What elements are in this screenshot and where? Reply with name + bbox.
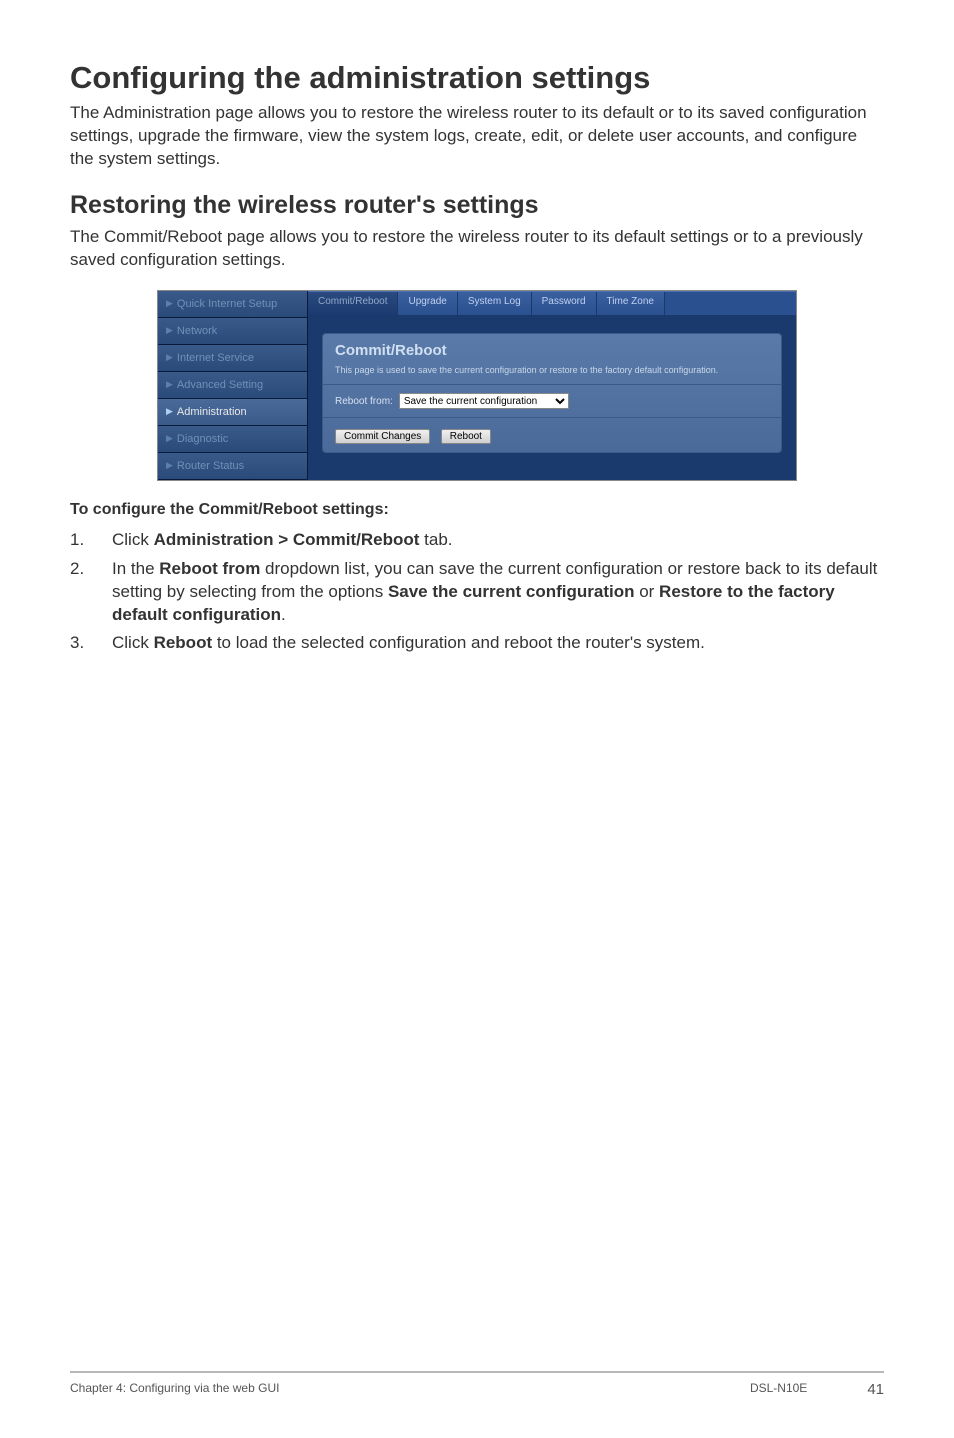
- tab-password[interactable]: Password: [532, 292, 597, 315]
- sidebar-item-administration[interactable]: ▶ Administration: [158, 399, 307, 426]
- tab-upgrade[interactable]: Upgrade: [398, 292, 457, 315]
- step-bold: Save the current configuration: [388, 582, 635, 601]
- tab-time-zone[interactable]: Time Zone: [597, 292, 665, 315]
- arrow-icon: ▶: [166, 460, 173, 471]
- sidebar-label: Administration: [177, 406, 247, 418]
- reboot-from-select[interactable]: Save the current configuration: [399, 393, 569, 409]
- step-text: to load the selected configuration and r…: [212, 633, 705, 652]
- steps-list: Click Administration > Commit/Reboot tab…: [70, 529, 884, 656]
- panel-description: This page is used to save the current co…: [323, 363, 781, 386]
- steps-heading: To configure the Commit/Reboot settings:: [70, 501, 884, 519]
- page-title: Configuring the administration settings: [70, 60, 884, 96]
- sidebar-label: Internet Service: [177, 352, 254, 364]
- sidebar-label: Advanced Setting: [177, 379, 263, 391]
- arrow-icon: ▶: [166, 406, 173, 417]
- arrow-icon: ▶: [166, 379, 173, 390]
- panel-title: Commit/Reboot: [323, 334, 781, 363]
- step-text: Click: [112, 530, 154, 549]
- reboot-from-label: Reboot from:: [335, 396, 393, 407]
- step-text: tab.: [419, 530, 452, 549]
- footer-model: DSL-N10E: [750, 1381, 807, 1398]
- arrow-icon: ▶: [166, 325, 173, 336]
- sidebar-label: Quick Internet Setup: [177, 298, 277, 310]
- step-3: Click Reboot to load the selected config…: [70, 632, 884, 655]
- arrow-icon: ▶: [166, 352, 173, 363]
- sidebar-item-network[interactable]: ▶ Network: [158, 318, 307, 345]
- section-heading: Restoring the wireless router's settings: [70, 191, 884, 220]
- tabs: Commit/Reboot Upgrade System Log Passwor…: [308, 291, 796, 315]
- commit-changes-button[interactable]: Commit Changes: [335, 429, 430, 444]
- sidebar-item-router-status[interactable]: ▶ Router Status: [158, 453, 307, 480]
- commit-reboot-panel: Commit/Reboot This page is used to save …: [322, 333, 782, 454]
- reboot-button[interactable]: Reboot: [441, 429, 491, 444]
- sidebar-item-diagnostic[interactable]: ▶ Diagnostic: [158, 426, 307, 453]
- footer-chapter: Chapter 4: Configuring via the web GUI: [70, 1381, 279, 1398]
- router-screenshot: ▶ Quick Internet Setup ▶ Network ▶ Internet…: [157, 290, 797, 481]
- step-text: Click: [112, 633, 154, 652]
- content-area: Commit/Reboot Upgrade System Log Passwor…: [308, 291, 796, 480]
- footer: Chapter 4: Configuring via the web GUI D…: [70, 1371, 884, 1398]
- step-text: .: [281, 605, 286, 624]
- arrow-icon: ▶: [166, 433, 173, 444]
- sidebar-label: Diagnostic: [177, 433, 228, 445]
- intro-paragraph: The Administration page allows you to re…: [70, 102, 884, 171]
- panel-buttons: Commit Changes Reboot: [323, 418, 781, 452]
- step-text: In the: [112, 559, 159, 578]
- tab-system-log[interactable]: System Log: [458, 292, 532, 315]
- reboot-from-row: Reboot from: Save the current configurat…: [323, 385, 781, 418]
- sidebar-label: Router Status: [177, 460, 244, 472]
- footer-page-number: 41: [867, 1381, 884, 1398]
- sidebar-item-internet-service[interactable]: ▶ Internet Service: [158, 345, 307, 372]
- step-text: or: [634, 582, 659, 601]
- sidebar: ▶ Quick Internet Setup ▶ Network ▶ Internet…: [158, 291, 308, 480]
- step-bold: Reboot from: [159, 559, 260, 578]
- step-2: In the Reboot from dropdown list, you ca…: [70, 558, 884, 627]
- sidebar-item-quick-setup[interactable]: ▶ Quick Internet Setup: [158, 291, 307, 318]
- step-1: Click Administration > Commit/Reboot tab…: [70, 529, 884, 552]
- step-bold: Administration > Commit/Reboot: [154, 530, 420, 549]
- sidebar-label: Network: [177, 325, 217, 337]
- arrow-icon: ▶: [166, 298, 173, 309]
- step-bold: Reboot: [154, 633, 213, 652]
- tab-commit-reboot[interactable]: Commit/Reboot: [308, 292, 398, 315]
- section-intro: The Commit/Reboot page allows you to res…: [70, 226, 884, 272]
- sidebar-item-advanced[interactable]: ▶ Advanced Setting: [158, 372, 307, 399]
